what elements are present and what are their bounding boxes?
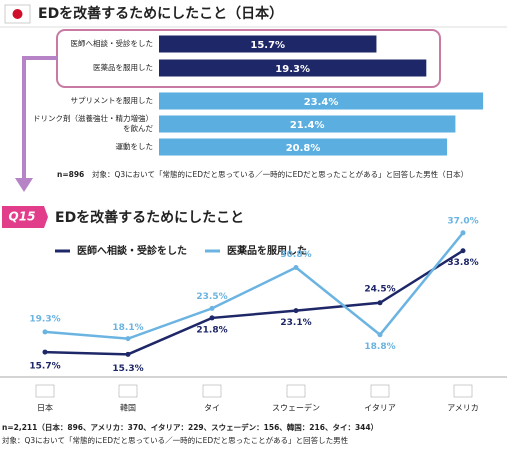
bar [159, 92, 484, 110]
value-label: 23.5% [196, 292, 227, 302]
flag [370, 384, 390, 398]
category-label: 運動をした [115, 142, 154, 151]
x-tick-label: 日本 [37, 403, 53, 413]
legend-label: 医薬品を服用した [227, 244, 307, 257]
value-label: 15.7% [29, 362, 60, 372]
category-label: 医薬品を服用した [93, 63, 153, 72]
x-tick-label: イタリア [364, 404, 396, 413]
arrow-head [15, 178, 33, 192]
badge [2, 206, 48, 228]
point [125, 336, 131, 342]
flag [453, 384, 473, 398]
point [460, 230, 466, 236]
flag [286, 384, 306, 398]
bar [159, 59, 427, 77]
flag [118, 384, 138, 398]
legend-label: 医師へ相談・受診をした [77, 244, 187, 257]
x-tick-label: アメリカ [447, 404, 479, 413]
point [125, 351, 131, 357]
value-label: 18.8% [364, 342, 395, 352]
value-label: 24.5% [364, 284, 395, 294]
value-label: 30.8% [280, 250, 311, 260]
point [42, 349, 48, 355]
series-line [44, 232, 464, 340]
value-label: 21.8% [196, 325, 227, 335]
flag [35, 384, 55, 398]
x-tick-label: タイ [204, 404, 220, 413]
chart-title: EDを改善するためにしたこと（日本） [38, 5, 283, 22]
value-label: 23.4% [304, 97, 339, 108]
chart-title: EDを改善するためにしたこと [55, 209, 244, 226]
value-label: 15.7% [250, 40, 285, 51]
value-label: 37.0% [447, 216, 478, 226]
point [377, 300, 383, 306]
bar [159, 138, 448, 156]
value-label: 18.1% [112, 323, 143, 333]
point [209, 315, 215, 321]
value-label: 20.8% [286, 143, 321, 154]
sample-size: n=896 [57, 170, 84, 179]
category-label: サプリメントを服用した [70, 96, 154, 105]
point [377, 332, 383, 338]
value-label: 15.3% [112, 364, 143, 374]
note: 対象：Q3において「常態的にEDだと思っている／一時的にEDだと思ったことがある… [2, 435, 349, 445]
value-label: 23.1% [280, 318, 311, 328]
bar [159, 115, 456, 133]
category-label: ドリンク剤（滋養強壮・精力増強）を飲んだ [33, 114, 153, 133]
value-label: 19.3% [29, 314, 60, 324]
bar [159, 35, 377, 53]
point [460, 248, 466, 254]
x-tick-label: スウェーデン [272, 403, 320, 413]
note: 対象：Q3において「常態的にEDだと思っている／一時的にEDだと思ったことがある… [92, 169, 468, 179]
category-label: 医師へ相談・受診をした [70, 39, 154, 48]
value-label: 21.4% [290, 120, 325, 131]
point [293, 308, 299, 314]
point [42, 329, 48, 335]
badge-text: Q15 [9, 210, 36, 224]
value-label: 33.8% [447, 258, 478, 268]
x-tick-label: 韓国 [120, 403, 136, 413]
sample-size: n=2,211（日本：896、アメリカ：370、イタリア：229、スウェーデン：… [2, 422, 378, 432]
arrow [22, 56, 57, 180]
point [293, 265, 299, 271]
flag [202, 384, 222, 398]
japan-flag-circle [12, 9, 23, 19]
series-line [44, 249, 464, 356]
value-label: 19.3% [275, 64, 310, 75]
point [209, 305, 215, 311]
